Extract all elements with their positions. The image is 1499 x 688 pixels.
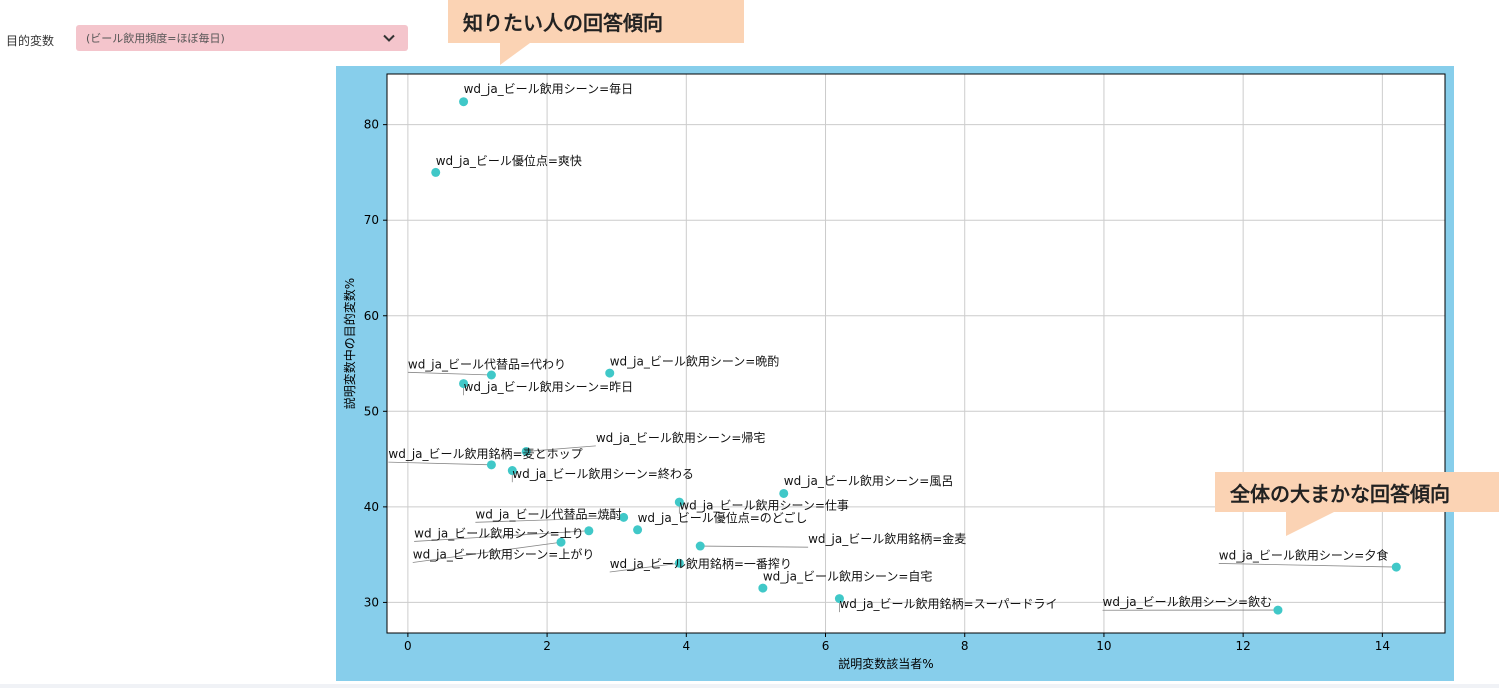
data-point-label: wd_ja_ビール優位点=爽快	[436, 153, 582, 168]
data-point	[584, 526, 594, 536]
x-tick-label: 14	[1375, 639, 1390, 653]
data-point	[605, 368, 615, 378]
y-tick-label: 40	[364, 500, 379, 514]
callout-overall-trend: 全体の大まかな回答傾向	[1215, 472, 1499, 512]
data-point	[619, 512, 629, 522]
data-point	[486, 370, 496, 380]
target-variable-select[interactable]: (ビール飲用頻度=ほぼ毎日)	[76, 25, 408, 51]
chart-panel: 0 2 4 6 8 10 12 14 30 40 50 60 70 80 説明変数該当者% 説明変数中の目的変…	[336, 66, 1454, 681]
data-point	[459, 97, 469, 107]
data-point	[695, 541, 705, 551]
annotation-arrow	[407, 371, 492, 376]
data-point-label: wd_ja_ビール飲用シーン=終わる	[512, 466, 694, 481]
data-point-label: wd_ja_ビール飲用銘柄=一番搾り	[610, 556, 792, 571]
callout-target-trend-pointer	[500, 43, 530, 65]
bottom-bar	[0, 684, 1499, 688]
y-tick-label: 50	[364, 404, 379, 418]
data-point-label: wd_ja_ビール飲用シーン=毎日	[464, 81, 634, 96]
annotation-arrow	[414, 530, 589, 542]
y-tick-label: 30	[364, 595, 379, 609]
data-point-label: wd_ja_ビール飲用シーン=夕食	[1219, 547, 1389, 562]
data-point-label: wd_ja_ビール飲用シーン=仕事	[679, 498, 849, 513]
data-point	[674, 497, 684, 507]
data-point	[1391, 562, 1401, 572]
x-tick-label: 0	[404, 639, 412, 653]
x-tick-label: 12	[1236, 639, 1251, 653]
data-point-label: wd_ja_ビール飲用シーン=自宅	[763, 568, 933, 583]
data-point	[431, 167, 441, 177]
annotation-arrow	[412, 541, 562, 563]
annotation-arrow	[526, 445, 596, 452]
annotation-arrow	[475, 516, 624, 523]
data-point	[633, 525, 643, 535]
annotation-arrow	[1218, 563, 1397, 568]
data-point-label: wd_ja_ビール代替品=代わり	[408, 357, 566, 371]
y-tick-label: 60	[364, 309, 379, 323]
callout-target-trend-text: 知りたい人の回答傾向	[463, 11, 663, 35]
data-point	[486, 460, 496, 470]
data-point-label: wd_ja_ビール飲用銘柄=スーパードライ	[839, 596, 1057, 611]
y-axis-label: 説明変数中の目的変数%	[342, 278, 357, 409]
chevron-down-icon	[380, 29, 398, 47]
x-tick-label: 2	[543, 639, 551, 653]
x-tick-label: 10	[1096, 639, 1111, 653]
data-point-label: wd_ja_ビール飲用シーン=上り	[414, 525, 584, 540]
data-point	[779, 488, 789, 498]
callout-target-trend: 知りたい人の回答傾向	[448, 0, 744, 43]
data-point	[556, 537, 566, 547]
data-point-label: wd_ja_ビール飲用シーン=昨日	[464, 379, 634, 394]
data-point	[1273, 605, 1283, 615]
annotation-arrow	[609, 562, 680, 573]
data-point-label: wd_ja_ビール優位点=のどごし	[638, 510, 808, 525]
x-axis-label: 説明変数該当者%	[838, 656, 933, 671]
data-point	[834, 594, 844, 604]
data-point	[521, 446, 531, 456]
plot-frame	[386, 73, 1446, 634]
data-point-label: wd_ja_ビール飲用シーン=帰宅	[596, 430, 766, 445]
target-variable-label: 目的変数	[6, 34, 55, 48]
y-tick-label: 80	[364, 118, 379, 132]
annotation-arrow	[700, 545, 809, 548]
data-point-label: wd_ja_ビール飲用銘柄=麦とホップ	[388, 446, 582, 461]
x-tick-label: 8	[961, 639, 969, 653]
data-point	[507, 466, 517, 476]
data-point-label: wd_ja_ビール飲用シーン=上がり	[413, 546, 595, 561]
x-tick-label: 6	[822, 639, 830, 653]
y-tick-label: 70	[364, 213, 379, 227]
data-point-label: wd_ja_ビール飲用シーン=晩酌	[610, 353, 780, 368]
data-point	[674, 558, 684, 568]
data-point	[459, 379, 469, 389]
scatter-chart: 0 2 4 6 8 10 12 14 30 40 50 60 70 80 説明変数該当者% 説明変数中の目的変…	[342, 73, 1446, 671]
data-point-label: wd_ja_ビール飲用シーン=風呂	[784, 473, 954, 488]
annotation-arrow	[388, 461, 492, 466]
target-variable-value: (ビール飲用頻度=ほぼ毎日)	[86, 32, 225, 45]
data-point-label: wd_ja_ビール飲用シーン=飲む	[1103, 594, 1273, 609]
callout-overall-trend-text: 全体の大まかな回答傾向	[1230, 481, 1450, 506]
data-point-label: wd_ja_ビール飲用銘柄=金麦	[808, 531, 966, 546]
callout-overall-trend-pointer	[1286, 512, 1334, 536]
data-point	[758, 583, 768, 593]
data-point-label: wd_ja_ビール代替品=焼酎	[475, 506, 621, 521]
x-tick-label: 4	[682, 639, 690, 653]
